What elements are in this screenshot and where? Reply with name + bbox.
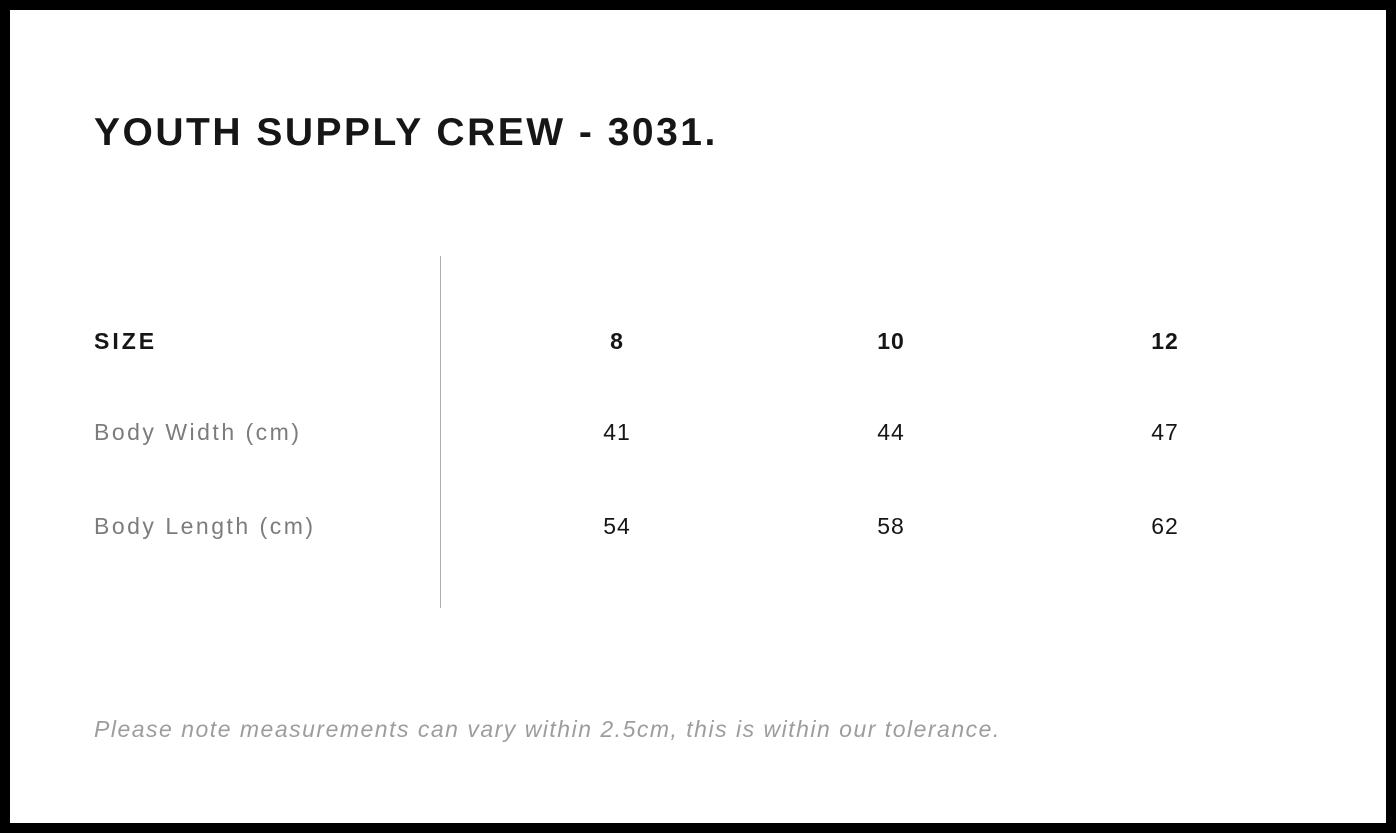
cell-value: 44 bbox=[877, 418, 905, 445]
size-header-row: SIZE 8 10 12 bbox=[94, 321, 1302, 361]
size-header-label: SIZE bbox=[94, 327, 158, 354]
cell-value: 62 bbox=[1151, 512, 1179, 539]
column-divider bbox=[440, 256, 441, 608]
tolerance-note: Please note measurements can vary within… bbox=[94, 716, 1001, 742]
table-row: Body Length (cm) 54 58 62 bbox=[94, 506, 1302, 546]
page-title: YOUTH SUPPLY CREW - 3031. bbox=[94, 111, 718, 154]
row-label: Body Length (cm) bbox=[94, 512, 316, 539]
cell-value: 54 bbox=[603, 512, 631, 539]
row-values: 41 44 47 bbox=[440, 419, 1302, 446]
size-column-header: 12 bbox=[1151, 327, 1179, 354]
size-column-header: 10 bbox=[877, 327, 905, 354]
table-row: Body Width (cm) 41 44 47 bbox=[94, 412, 1302, 452]
size-header-columns: 8 10 12 bbox=[440, 328, 1302, 355]
size-column-header: 8 bbox=[610, 327, 624, 354]
row-label: Body Width (cm) bbox=[94, 418, 302, 445]
row-values: 54 58 62 bbox=[440, 513, 1302, 540]
cell-value: 58 bbox=[877, 512, 905, 539]
cell-value: 47 bbox=[1151, 418, 1179, 445]
cell-value: 41 bbox=[603, 418, 631, 445]
